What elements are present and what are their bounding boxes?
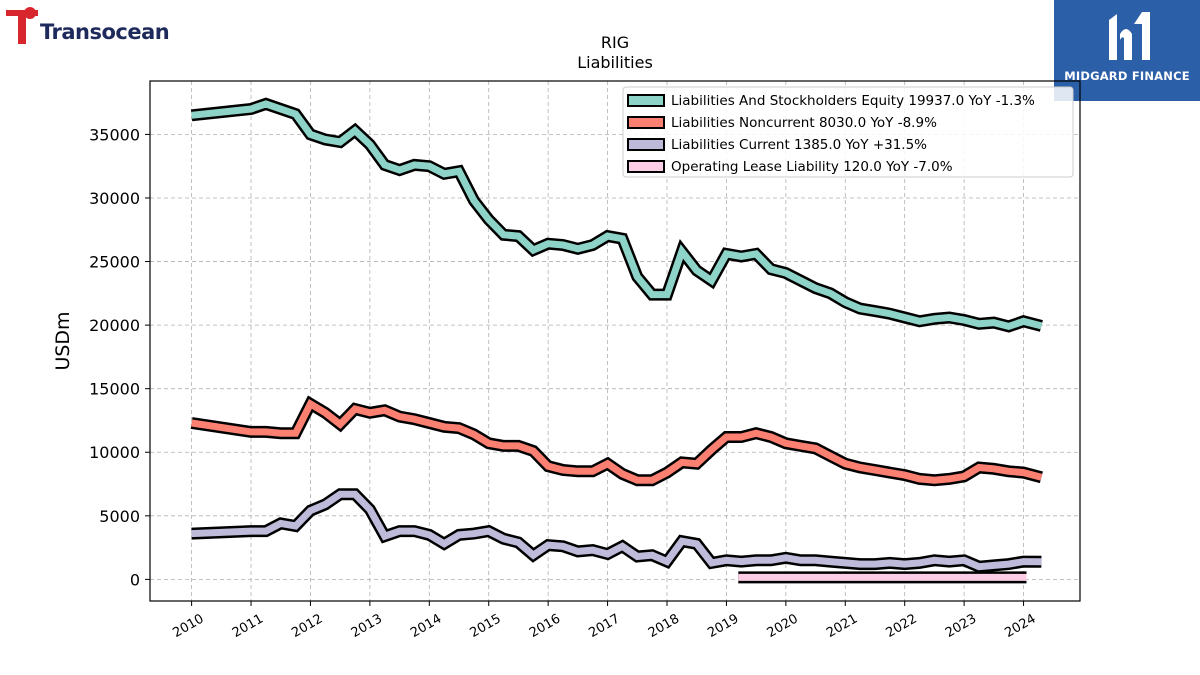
- series-0: [190, 97, 1043, 333]
- y-axis-label: USDm: [52, 311, 74, 370]
- x-tick-label: 2024: [1002, 611, 1038, 641]
- x-axis-ticks: 2010 2011 2012 2013 2014 2015 2016 2017 2018 2019…: [170, 601, 1039, 641]
- legend-label: Liabilities Noncurrent 8030.0 YoY -8.9%: [671, 115, 937, 131]
- y-tick-label: 35000: [89, 125, 140, 144]
- legend-swatch: [627, 138, 665, 151]
- x-tick-label: 2022: [884, 611, 920, 641]
- y-tick-label: 5000: [99, 507, 140, 526]
- midgard-wordmark: MIDGARD FINANCE: [1064, 69, 1190, 83]
- midgard-mark-icon: [1109, 12, 1150, 60]
- x-tick-label: 2023: [943, 611, 979, 641]
- legend-label: Liabilities And Stockholders Equity 1993…: [671, 93, 1035, 109]
- y-tick-label: 20000: [89, 316, 140, 335]
- transocean-wordmark: Transocean: [40, 20, 170, 44]
- x-tick-label: 2011: [230, 611, 266, 641]
- y-tick-label: 30000: [89, 189, 140, 208]
- series-lines: [190, 97, 1043, 584]
- y-tick-label: 10000: [89, 443, 140, 462]
- x-tick-label: 2012: [289, 611, 325, 641]
- x-tick-label: 2015: [468, 611, 504, 641]
- legend-box: [622, 86, 1074, 178]
- midgard-finance-logo: MIDGARD FINANCE: [1054, 0, 1200, 101]
- y-axis-ticks: 0 5000 10000 15000 20000 25000 30000 35000: [89, 125, 150, 589]
- y-tick-label: 0: [130, 570, 140, 589]
- y-tick-label: 15000: [89, 380, 140, 399]
- x-tick-label: 2014: [408, 611, 444, 641]
- x-tick-label: 2017: [586, 611, 622, 641]
- series-line: [191, 398, 1043, 484]
- series-line: [191, 490, 1042, 571]
- chart-subtitle: Liabilities: [577, 53, 653, 72]
- x-tick-label: 2019: [705, 611, 741, 641]
- legend-label: Liabilities Current 1385.0 YoY +31.5%: [671, 137, 927, 153]
- plot-frame: [149, 80, 1081, 602]
- chart-title: RIG: [601, 33, 629, 52]
- transocean-mark-icon: [6, 7, 38, 44]
- legend-swatch: [627, 116, 665, 129]
- y-tick-label: 25000: [89, 253, 140, 272]
- series-2: [191, 488, 1042, 573]
- series-line: [191, 100, 1043, 331]
- legend: Liabilities And Stockholders Equity 1993…: [622, 86, 1074, 178]
- x-tick-label: 2016: [527, 611, 563, 641]
- legend-swatch: [627, 160, 665, 173]
- x-tick-label: 2010: [170, 611, 206, 641]
- legend-label: Operating Lease Liability 120.0 YoY -7.0…: [671, 159, 953, 175]
- x-tick-label: 2021: [824, 611, 860, 641]
- transocean-logo: Transocean: [4, 4, 184, 46]
- legend-swatch: [627, 94, 665, 107]
- x-tick-label: 2020: [765, 611, 801, 641]
- x-tick-label: 2013: [349, 611, 385, 641]
- x-tick-label: 2018: [646, 611, 682, 641]
- series-1: [190, 395, 1043, 487]
